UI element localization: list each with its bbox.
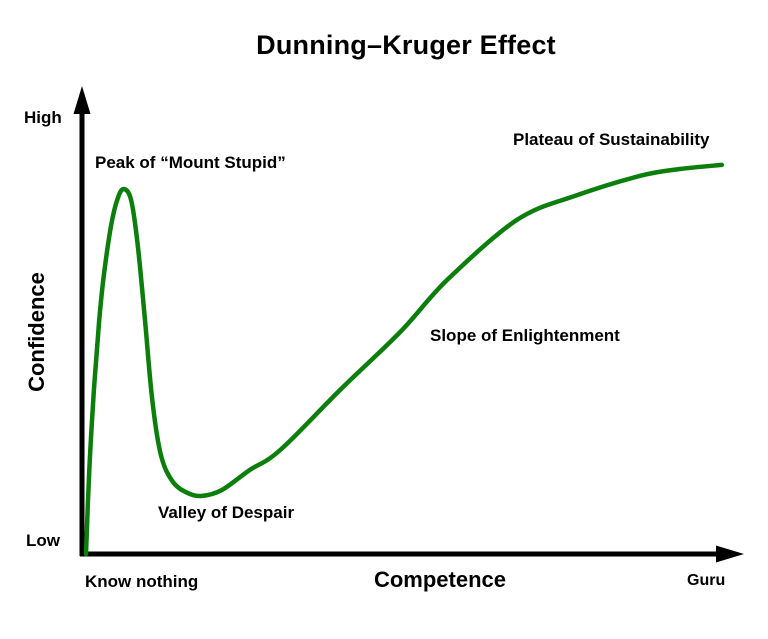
annotation-plateau-of-sustainability: Plateau of Sustainability (513, 130, 710, 149)
x-axis-left-tick-label: Know nothing (85, 572, 199, 591)
y-axis-title: Confidence (24, 272, 49, 392)
annotation-valley-of-despair: Valley of Despair (158, 503, 295, 522)
x-axis-title: Competence (373, 567, 507, 592)
annotation-slope-of-enlightenment: Slope of Enlightenment (430, 326, 620, 345)
chart-title: Dunning–Kruger Effect (256, 30, 556, 60)
y-axis-arrowhead-icon (73, 86, 91, 114)
y-axis-high-tick-label: High (24, 108, 62, 127)
annotation-peak-of-mount-stupid: Peak of “Mount Stupid” (95, 153, 286, 172)
x-axis-arrowhead-icon (716, 545, 744, 563)
y-axis-low-tick-label: Low (26, 531, 60, 550)
x-axis-right-tick-label: Guru (687, 572, 726, 589)
dunning-kruger-curve (83, 162, 725, 557)
